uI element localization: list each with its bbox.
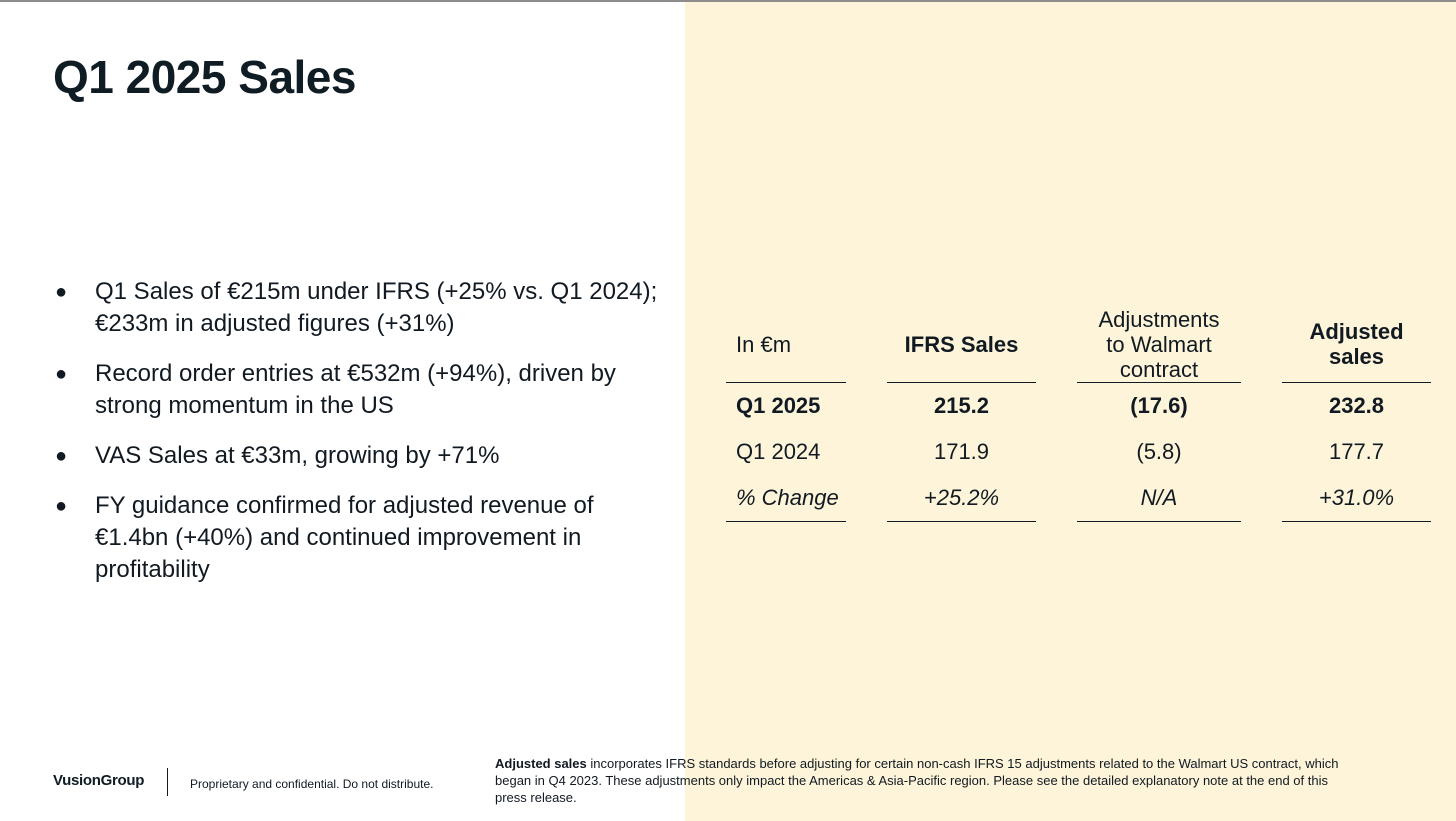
bullet-dot-icon: ● xyxy=(55,495,68,517)
column-gap xyxy=(1036,475,1077,522)
column-gap xyxy=(1241,383,1282,429)
bullet-item: ● Record order entries at €532m (+94%), … xyxy=(53,358,673,422)
footer-divider xyxy=(167,768,168,796)
bullet-line: FY guidance confirmed for adjusted reven… xyxy=(95,492,594,519)
table-row: Q1 2024 171.9 (5.8) 177.7 xyxy=(726,429,1431,475)
bullet-line: VAS Sales at €33m, growing by +71% xyxy=(95,442,500,469)
column-gap xyxy=(1241,306,1282,383)
cell-ifrs: +25.2% xyxy=(887,475,1036,522)
column-gap xyxy=(846,429,887,475)
bullet-line: €233m in adjusted figures (+31%) xyxy=(95,310,455,337)
table-header-row: In €m IFRS Sales Adjustments to Walmart … xyxy=(726,306,1431,383)
header-ifrs-sales: IFRS Sales xyxy=(887,306,1036,383)
row-label: Q1 2024 xyxy=(736,439,821,464)
cell-ifrs: 171.9 xyxy=(933,439,990,464)
column-gap xyxy=(1036,383,1077,429)
confidentiality-notice: Proprietary and confidential. Do not dis… xyxy=(190,777,434,791)
page-title: Q1 2025 Sales xyxy=(53,51,356,103)
footnote: Adjusted sales incorporates IFRS standar… xyxy=(495,755,1345,806)
row-label: % Change xyxy=(726,475,846,522)
header-adjustments: Adjustments to Walmart contract xyxy=(1077,306,1241,383)
bullet-item: ● FY guidance confirmed for adjusted rev… xyxy=(53,490,673,586)
bullet-item: ● Q1 Sales of €215m under IFRS (+25% vs.… xyxy=(53,276,673,340)
bullet-dot-icon: ● xyxy=(55,281,68,303)
column-gap xyxy=(1241,429,1282,475)
top-border xyxy=(0,0,1456,2)
bullet-line: Q1 Sales of €215m under IFRS (+25% vs. Q… xyxy=(95,278,658,305)
header-adjusted-line: sales xyxy=(1328,344,1385,369)
table-row: % Change +25.2% N/A +31.0% xyxy=(726,475,1431,522)
table-row: Q1 2025 215.2 (17.6) 232.8 xyxy=(726,383,1431,429)
bullet-line: €1.4bn (+40%) and continued improvement … xyxy=(95,524,582,551)
cell-adjustment: N/A xyxy=(1077,475,1241,522)
bullet-dot-icon: ● xyxy=(55,363,68,385)
header-adjustments-line: contract xyxy=(1119,356,1199,382)
cell-adjusted: +31.0% xyxy=(1282,475,1431,522)
cell-adjusted: 232.8 xyxy=(1328,393,1385,418)
header-adjusted-line: Adjusted xyxy=(1309,319,1404,344)
column-gap xyxy=(846,383,887,429)
header-adjusted-sales: Adjusted sales xyxy=(1282,306,1431,383)
header-adjustments-line: Adjustments xyxy=(1098,306,1220,332)
column-gap xyxy=(1036,429,1077,475)
header-unit: In €m xyxy=(726,306,846,383)
column-gap xyxy=(1241,475,1282,522)
bullet-item: ● VAS Sales at €33m, growing by +71% xyxy=(53,440,673,472)
bullet-line: strong momentum in the US xyxy=(95,392,394,419)
footnote-text: incorporates IFRS standards before adjus… xyxy=(495,756,1339,805)
company-logo: VusionGroup xyxy=(53,772,145,789)
column-gap xyxy=(846,306,887,383)
cell-adjustment: (5.8) xyxy=(1136,439,1182,464)
footnote-term: Adjusted sales xyxy=(495,756,587,771)
bullet-line: Record order entries at €532m (+94%), dr… xyxy=(95,360,616,387)
header-adjustments-line: to Walmart xyxy=(1106,331,1212,357)
table-panel-background xyxy=(685,2,1456,821)
column-gap xyxy=(846,475,887,522)
bullet-dot-icon: ● xyxy=(55,445,68,467)
column-gap xyxy=(1036,306,1077,383)
row-label: Q1 2025 xyxy=(736,393,821,418)
sales-table: In €m IFRS Sales Adjustments to Walmart … xyxy=(726,306,1431,522)
cell-adjustment: (17.6) xyxy=(1130,393,1188,418)
bullet-line: profitability xyxy=(95,556,210,583)
cell-adjusted: 177.7 xyxy=(1328,439,1385,464)
cell-ifrs: 215.2 xyxy=(933,393,990,418)
bullet-list: ● Q1 Sales of €215m under IFRS (+25% vs.… xyxy=(53,276,673,604)
